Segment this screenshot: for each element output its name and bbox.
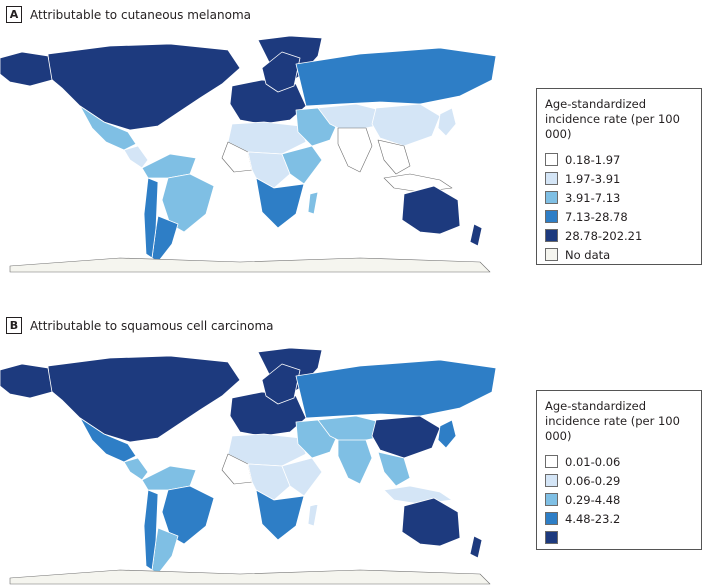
region-new-zealand (469, 223, 483, 247)
panel-b-map (0, 347, 497, 585)
region-alaska (0, 51, 53, 87)
legend-label: 3.91-7.13 (565, 190, 621, 205)
region-europe (229, 79, 307, 125)
region-southeast-asia (377, 451, 411, 487)
legend-item: 0.29-4.48 (545, 490, 693, 509)
panel-b-legend-title: Age-standardized incidence rate (per 100… (545, 399, 693, 444)
legend-swatch (545, 153, 558, 166)
legend-swatch (545, 172, 558, 185)
region-east-africa (281, 145, 323, 185)
region-india (337, 127, 373, 173)
legend-item: 0.06-0.29 (545, 471, 693, 490)
region-europe (229, 391, 307, 437)
region-japan (437, 419, 457, 449)
panel-b-legend-items: 0.01-0.06 0.06-0.29 0.29-4.48 4.48-23.2 (545, 452, 693, 547)
region-north-america (47, 355, 241, 443)
panel-b-header: B Attributable to squamous cell carcinom… (6, 317, 274, 334)
legend-label: 1.97-3.91 (565, 171, 621, 186)
legend-item: 0.18-1.97 (545, 150, 693, 169)
region-central-america (123, 457, 149, 481)
legend-item: 7.13-28.78 (545, 207, 693, 226)
region-west-africa (221, 453, 253, 485)
region-brazil (161, 173, 215, 233)
legend-item: 1.97-3.91 (545, 169, 693, 188)
region-scandinavia (261, 363, 301, 405)
region-china (371, 415, 441, 459)
region-antarctica (9, 257, 491, 273)
legend-label: 28.78-202.21 (565, 228, 643, 243)
region-russia (295, 359, 497, 419)
region-north-america (47, 43, 241, 131)
legend-item: 0.01-0.06 (545, 452, 693, 471)
region-scandinavia (261, 51, 301, 93)
panel-a: A Attributable to cutaneous melanoma Age… (0, 6, 702, 273)
legend-item: No data (545, 245, 693, 264)
legend-label: 0.18-1.97 (565, 152, 621, 167)
region-india (337, 439, 373, 485)
region-east-africa (281, 457, 323, 497)
legend-label: 0.29-4.48 (565, 492, 621, 507)
panel-a-map (0, 35, 497, 273)
region-madagascar (307, 191, 319, 215)
legend-label: 0.06-0.29 (565, 473, 621, 488)
legend-label: No data (565, 247, 611, 262)
region-southern-africa (255, 177, 305, 229)
region-alaska (0, 363, 53, 399)
region-central-america (123, 145, 149, 169)
panel-a-header: A Attributable to cutaneous melanoma (6, 6, 251, 23)
region-russia (295, 47, 497, 107)
region-madagascar (307, 503, 319, 527)
panel-a-legend-title-line1: Age-standardized (545, 97, 647, 111)
region-west-africa (221, 141, 253, 173)
legend-swatch (545, 191, 558, 204)
legend-label: 4.48-23.2 (565, 511, 621, 526)
region-new-zealand (469, 535, 483, 559)
panel-a-title: Attributable to cutaneous melanoma (30, 7, 251, 22)
panel-b-legend: Age-standardized incidence rate (per 100… (536, 390, 702, 550)
legend-label: 7.13-28.78 (565, 209, 628, 224)
region-southern-africa (255, 489, 305, 541)
panel-b-letter: B (6, 317, 22, 334)
region-indonesia (383, 173, 453, 193)
region-southeast-asia (377, 139, 411, 175)
region-australia (401, 497, 461, 547)
panel-b-title: Attributable to squamous cell carcinoma (30, 318, 274, 333)
legend-item: 3.91-7.13 (545, 188, 693, 207)
legend-label: 0.01-0.06 (565, 454, 621, 469)
region-chile (143, 177, 159, 259)
panel-a-legend-title-line2: incidence rate (per 100 000) (545, 112, 680, 141)
panel-a-legend-title: Age-standardized incidence rate (per 100… (545, 97, 693, 142)
legend-swatch (545, 455, 558, 468)
panel-a-letter: A (6, 6, 22, 23)
region-mexico (79, 417, 137, 463)
legend-swatch (545, 474, 558, 487)
region-mexico (79, 105, 137, 151)
legend-swatch (545, 512, 558, 525)
region-japan (437, 107, 457, 137)
legend-item: 4.48-23.2 (545, 509, 693, 528)
panel-a-legend-items: 0.18-1.97 1.97-3.91 3.91-7.13 7.13-28.78 28.… (545, 150, 693, 264)
panel-b: B Attributable to squamous cell carcinom… (0, 310, 708, 585)
legend-swatch (545, 248, 558, 261)
region-antarctica (9, 569, 491, 585)
panel-b-legend-title-line2: incidence rate (per 100 000) (545, 414, 680, 443)
region-indonesia (383, 485, 453, 505)
panel-b-legend-title-line1: Age-standardized (545, 399, 647, 413)
region-china (371, 103, 441, 147)
legend-swatch (545, 493, 558, 506)
region-australia (401, 185, 461, 235)
legend-swatch (545, 531, 558, 544)
legend-swatch (545, 229, 558, 242)
panel-a-legend: Age-standardized incidence rate (per 100… (536, 88, 702, 265)
legend-swatch (545, 210, 558, 223)
legend-item: 28.78-202.21 (545, 226, 693, 245)
